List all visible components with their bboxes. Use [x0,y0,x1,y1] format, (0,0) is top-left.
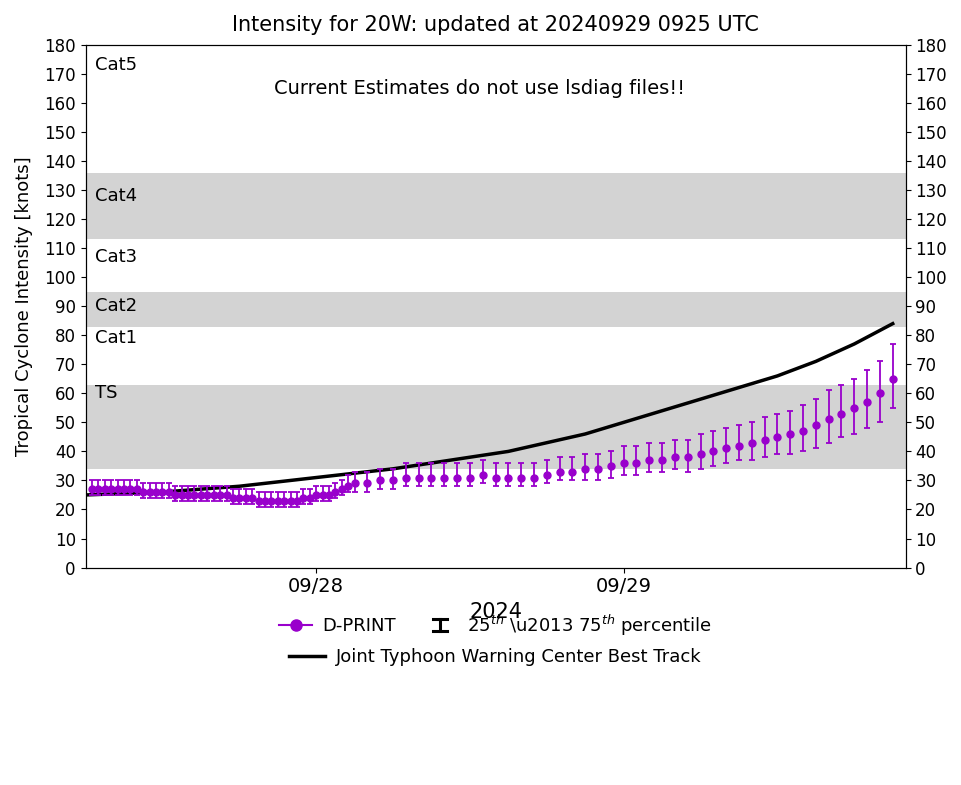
Text: Cat1: Cat1 [95,329,137,347]
Text: Cat4: Cat4 [95,187,137,205]
Bar [86,173,904,239]
Text: Current Estimates do not use lsdiag files!!: Current Estimates do not use lsdiag file… [273,78,684,98]
Text: Cat5: Cat5 [95,57,137,75]
Y-axis label: Tropical Cyclone Intensity [knots]: Tropical Cyclone Intensity [knots] [15,156,33,456]
X-axis label: 2024: 2024 [469,602,522,622]
Text: Cat2: Cat2 [95,298,137,316]
Title: Intensity for 20W: updated at 20240929 0925 UTC: Intensity for 20W: updated at 20240929 0… [232,15,758,35]
Legend: Joint Typhoon Warning Center Best Track: Joint Typhoon Warning Center Best Track [282,641,708,674]
Bar [86,292,904,327]
Text: Cat3: Cat3 [95,248,137,266]
Bar [86,45,904,170]
Bar [86,243,904,289]
Bar [86,330,904,382]
Text: TS: TS [95,385,118,403]
Bar [86,385,904,469]
